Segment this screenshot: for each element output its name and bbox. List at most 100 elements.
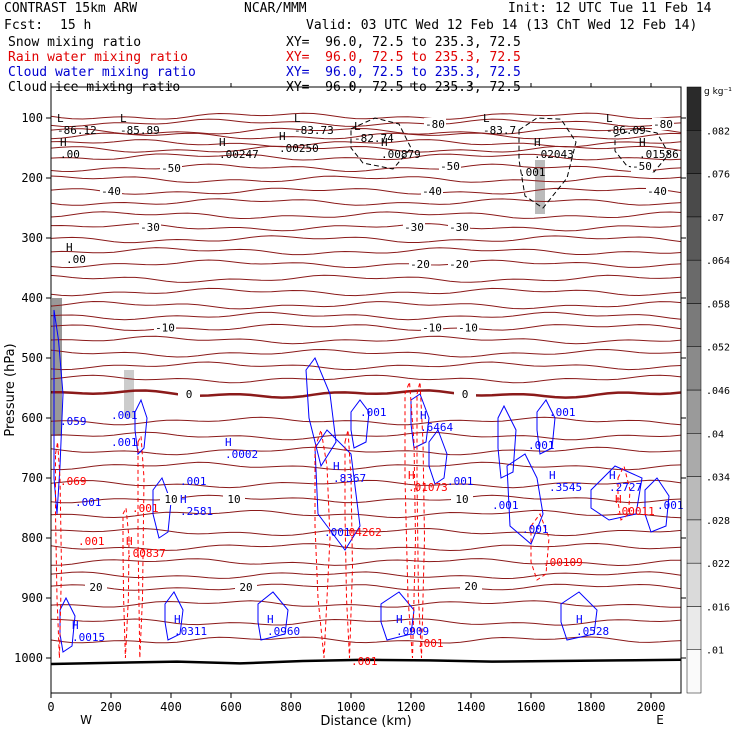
cloud-water-contour bbox=[350, 399, 370, 449]
isotherm-line bbox=[51, 558, 681, 567]
y-tick-label: 200 bbox=[21, 171, 43, 185]
isotherm-line bbox=[51, 153, 681, 161]
extrema-value: .00250 bbox=[279, 142, 319, 155]
colorbar-swatch bbox=[686, 606, 702, 650]
isotherm-label: -30 bbox=[140, 221, 160, 234]
contour-value-label: .059 bbox=[60, 415, 87, 428]
x-tick-label: 1800 bbox=[577, 700, 606, 714]
colorbar-swatch bbox=[686, 389, 702, 434]
extrema-value: .2727 bbox=[609, 481, 642, 494]
extrema-mark: H bbox=[333, 460, 340, 473]
cloud-water-contour bbox=[590, 465, 643, 521]
extrema-mark: L bbox=[606, 112, 613, 125]
x-tick-label: 600 bbox=[220, 700, 242, 714]
isotherm-line--50 bbox=[51, 163, 681, 173]
isotherm-line-20 bbox=[51, 583, 681, 591]
extrema-mark: H bbox=[534, 136, 541, 149]
isotherm-line bbox=[51, 636, 681, 644]
extrema-value: -86.09 bbox=[606, 124, 646, 137]
isotherm-line--70 bbox=[51, 127, 681, 135]
cloud-water-contour bbox=[506, 453, 544, 545]
isotherm-label-bg bbox=[235, 581, 257, 594]
shading-patch bbox=[535, 160, 545, 214]
extrema-value: .00879 bbox=[381, 148, 421, 161]
extrema-value: -85.89 bbox=[120, 124, 160, 137]
isotherm-label-bg bbox=[424, 118, 446, 130]
extrema-value: .3545 bbox=[549, 481, 582, 494]
extrema-mark: H bbox=[408, 469, 415, 482]
colorbar-label: .016 bbox=[706, 602, 730, 613]
contour-value-label: .001 bbox=[360, 406, 387, 419]
colorbar-label: .064 bbox=[706, 256, 730, 267]
extrema-value: -86.12 bbox=[57, 124, 97, 137]
isotherm-label-bg bbox=[403, 221, 425, 234]
colorbar-label: .046 bbox=[706, 386, 730, 397]
isotherm-label: 20 bbox=[464, 580, 477, 593]
isotherm-line bbox=[51, 431, 681, 441]
colorbar-label: .076 bbox=[706, 170, 730, 181]
x-tick-label: 1600 bbox=[517, 700, 546, 714]
init-time: Init: 12 UTC Tue 11 Feb 14 bbox=[508, 1, 712, 16]
colorbar-swatch bbox=[686, 259, 702, 304]
extrema-mark: L bbox=[294, 112, 301, 125]
field-cloudwater-xy: XY= 96.0, 72.5 to 235.3, 72.5 bbox=[286, 65, 521, 80]
isotherm-line bbox=[51, 300, 681, 310]
isotherm-label: 20 bbox=[89, 581, 102, 594]
isotherm-line bbox=[51, 600, 681, 608]
isotherm-label-bg bbox=[451, 493, 473, 505]
extrema-mark: H bbox=[180, 493, 187, 506]
isotherm-line--80 bbox=[51, 118, 681, 128]
isotherm-label: 0 bbox=[186, 388, 193, 401]
contour-value-label: .001 bbox=[519, 166, 546, 179]
isotherm-line bbox=[51, 446, 681, 456]
colorbar-swatch bbox=[686, 216, 702, 261]
isotherm-line bbox=[51, 542, 681, 552]
colorbar-unit: g kg⁻¹ bbox=[704, 87, 732, 97]
extrema-value: -83.73 bbox=[294, 124, 334, 137]
x-tick-label: 1000 bbox=[337, 700, 366, 714]
isotherm-label-bg bbox=[652, 118, 674, 130]
shading-patch bbox=[52, 298, 62, 436]
rain-water-contour bbox=[55, 441, 63, 659]
isotherm-line--20 bbox=[51, 259, 681, 269]
isotherm-label: -10 bbox=[422, 321, 442, 334]
surface-pressure-line bbox=[51, 658, 681, 666]
cloud-water-contour bbox=[560, 591, 598, 641]
cloud-ice-contour bbox=[614, 128, 670, 173]
extrema-mark: H bbox=[60, 136, 67, 149]
y-tick-label: 600 bbox=[21, 411, 43, 425]
extrema-value: .0960 bbox=[267, 625, 300, 638]
extrema-mark: L bbox=[57, 112, 64, 125]
isotherm-line bbox=[51, 235, 681, 244]
isotherm-line-10 bbox=[51, 494, 681, 504]
isotherm-label-bg bbox=[460, 580, 482, 592]
extrema-value: .01586 bbox=[639, 148, 679, 161]
isotherm-line bbox=[51, 509, 681, 519]
colorbar-label: .01 bbox=[706, 646, 724, 657]
contour-value-label: .00109 bbox=[543, 556, 583, 569]
extrema-mark: H bbox=[174, 613, 181, 626]
colorbar-swatch bbox=[686, 519, 702, 564]
cloud-water-contour bbox=[536, 399, 556, 455]
isotherm-line--40 bbox=[51, 187, 681, 195]
contour-value-label: .001 bbox=[75, 496, 102, 509]
isotherm-label: -80 bbox=[425, 118, 445, 131]
contour-value-label: .001 bbox=[180, 475, 207, 488]
cloud-water-contour bbox=[257, 591, 289, 641]
cloud-ice-contour bbox=[518, 117, 577, 209]
isotherm-line bbox=[51, 274, 681, 283]
isotherm-line bbox=[51, 361, 681, 371]
x-end-label-east: E bbox=[656, 713, 664, 727]
extrema-mark: L bbox=[354, 120, 361, 133]
isotherm-label-bg bbox=[439, 160, 461, 172]
extrema-value: .01073 bbox=[408, 481, 448, 494]
isotherm-label-bg bbox=[457, 321, 479, 334]
isotherm-label: 20 bbox=[239, 581, 252, 594]
field-rain-name: Rain water mixing ratio bbox=[8, 50, 189, 65]
colorbar-swatch bbox=[686, 562, 702, 607]
isotherm-line bbox=[51, 247, 681, 256]
extrema-value: .02043 bbox=[534, 148, 574, 161]
isotherm-line bbox=[51, 335, 681, 345]
colorbar-swatch bbox=[686, 303, 702, 347]
y-tick-label: 100 bbox=[21, 111, 43, 125]
